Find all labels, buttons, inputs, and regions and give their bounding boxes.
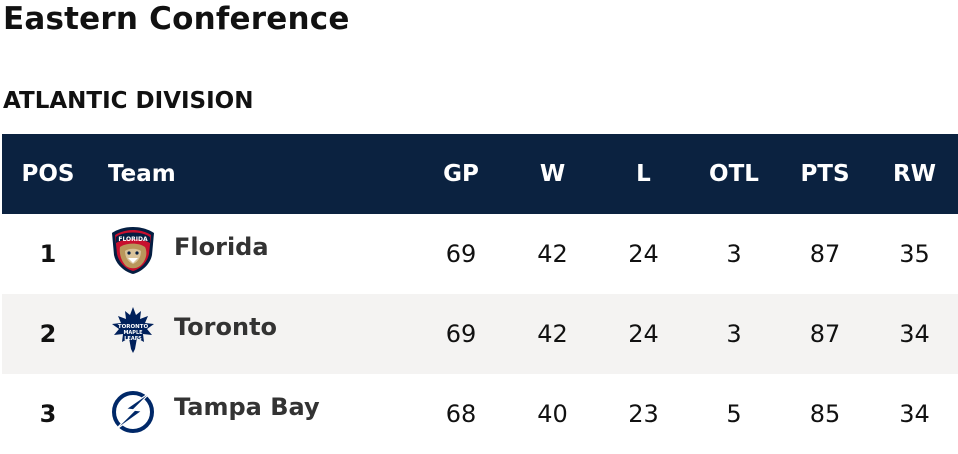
header-l[interactable]: L	[598, 134, 689, 214]
row-pos: 2	[2, 294, 94, 374]
header-pts[interactable]: PTS	[779, 134, 871, 214]
row-l: 23	[628, 400, 659, 428]
row-team[interactable]: FLORIDA Florida	[94, 214, 415, 294]
svg-text:LEAFS: LEAFS	[124, 336, 142, 342]
row-gp: 68	[445, 400, 477, 428]
team-name[interactable]: Toronto	[174, 313, 278, 341]
row-pos: 3	[39, 400, 57, 428]
header-pos[interactable]: POS	[2, 134, 94, 214]
header-gp[interactable]: GP	[415, 134, 507, 214]
row-rw: 35	[899, 240, 930, 268]
row-pos: 1	[39, 240, 57, 268]
team-name[interactable]: Florida	[174, 233, 269, 261]
header-team[interactable]: Team	[94, 134, 415, 214]
row-w: 40	[537, 400, 568, 428]
row-gp: 69	[415, 294, 507, 374]
standings-table: POS Team GP W L OTL PTS RW 1 FLO	[2, 134, 958, 454]
header-w[interactable]: W	[507, 134, 598, 214]
row-pts: 87	[779, 294, 871, 374]
row-team[interactable]: Tampa Bay	[94, 374, 415, 454]
tampa-bay-lightning-logo-icon[interactable]	[108, 385, 158, 435]
row-otl: 3	[726, 240, 742, 268]
row-team[interactable]: TORONTO MAPLE LEAFS Toronto	[94, 294, 415, 374]
svg-text:TORONTO: TORONTO	[118, 324, 149, 330]
row-rw: 34	[899, 400, 930, 428]
division-title: ATLANTIC DIVISION	[3, 88, 254, 114]
row-otl: 3	[689, 294, 779, 374]
row-pts: 85	[809, 400, 841, 428]
table-row: 3 Tampa Bay 68 40 23 5 85 34	[2, 374, 958, 454]
table-row: 2 TORONTO MAPLE LEAFS Toronto 69 42	[2, 294, 958, 374]
header-otl[interactable]: OTL	[689, 134, 779, 214]
team-name[interactable]: Tampa Bay	[174, 393, 320, 421]
row-w: 42	[537, 240, 568, 268]
row-pts: 87	[809, 240, 841, 268]
svg-text:FLORIDA: FLORIDA	[118, 236, 148, 243]
row-w: 42	[507, 294, 598, 374]
toronto-maple-leafs-logo-icon[interactable]: TORONTO MAPLE LEAFS	[108, 305, 158, 355]
table-header-row: POS Team GP W L OTL PTS RW	[2, 134, 958, 214]
row-otl: 5	[726, 400, 742, 428]
svg-text:MAPLE: MAPLE	[123, 330, 143, 336]
row-rw: 34	[871, 294, 958, 374]
row-l: 24	[628, 240, 659, 268]
florida-panthers-logo-icon[interactable]: FLORIDA	[108, 225, 158, 275]
header-rw[interactable]: RW	[871, 134, 958, 214]
table-row: 1 FLORIDA	[2, 214, 958, 294]
row-l: 24	[598, 294, 689, 374]
row-gp: 69	[445, 240, 477, 268]
conference-title: Eastern Conference	[3, 1, 350, 37]
